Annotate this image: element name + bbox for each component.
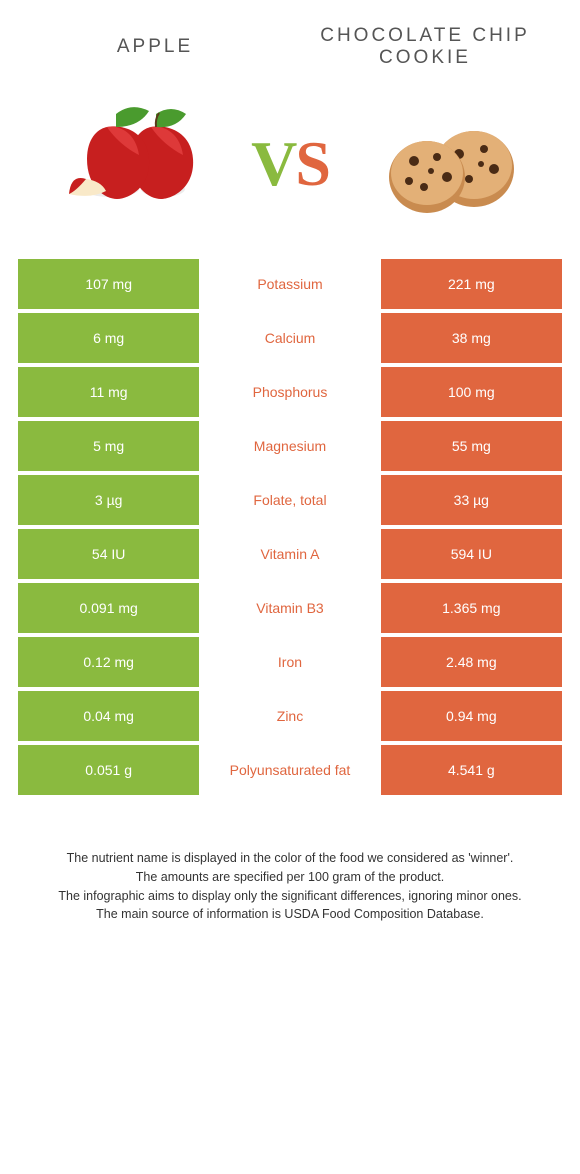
table-row: 0.12 mgIron2.48 mg [18,637,562,687]
nutrient-label: Zinc [199,691,380,741]
right-value: 2.48 mg [381,637,562,687]
footer-line: The nutrient name is displayed in the co… [30,849,550,868]
table-row: 3 µgFolate, total33 µg [18,475,562,525]
table-row: 107 mgPotassium221 mg [18,259,562,309]
left-value: 6 mg [18,313,199,363]
nutrient-label: Polyunsaturated fat [199,745,380,795]
nutrient-label: Iron [199,637,380,687]
table-row: 5 mgMagnesium55 mg [18,421,562,471]
header-left: APPLE [20,36,290,58]
left-value: 5 mg [18,421,199,471]
nutrient-label: Potassium [199,259,380,309]
left-value: 0.051 g [18,745,199,795]
right-value: 55 mg [381,421,562,471]
right-food-title: CHOCOLATE CHIP COOKIE [290,25,560,69]
table-row: 0.091 mgVitamin B31.365 mg [18,583,562,633]
left-value: 54 IU [18,529,199,579]
left-value: 0.12 mg [18,637,199,687]
vs-label: VS [251,127,329,201]
left-food-image [20,99,241,229]
table-row: 0.04 mgZinc0.94 mg [18,691,562,741]
right-value: 38 mg [381,313,562,363]
table-row: 11 mgPhosphorus100 mg [18,367,562,417]
nutrient-label: Folate, total [199,475,380,525]
nutrient-label: Phosphorus [199,367,380,417]
nutrient-label: Vitamin A [199,529,380,579]
footer-line: The infographic aims to display only the… [30,887,550,906]
right-value: 100 mg [381,367,562,417]
header: APPLE CHOCOLATE CHIP COOKIE [0,0,580,79]
left-value: 107 mg [18,259,199,309]
right-value: 33 µg [381,475,562,525]
footer-line: The amounts are specified per 100 gram o… [30,868,550,887]
right-value: 0.94 mg [381,691,562,741]
nutrient-label: Vitamin B3 [199,583,380,633]
cookie-icon [369,99,529,229]
nutrient-label: Magnesium [199,421,380,471]
apple-icon [51,99,211,229]
left-value: 0.04 mg [18,691,199,741]
left-value: 0.091 mg [18,583,199,633]
right-value: 4.541 g [381,745,562,795]
right-food-image [339,99,560,229]
right-value: 594 IU [381,529,562,579]
left-value: 11 mg [18,367,199,417]
hero-row: VS [0,79,580,259]
right-value: 221 mg [381,259,562,309]
nutrient-table: 107 mgPotassium221 mg6 mgCalcium38 mg11 … [0,259,580,795]
table-row: 6 mgCalcium38 mg [18,313,562,363]
header-right: CHOCOLATE CHIP COOKIE [290,25,560,69]
left-value: 3 µg [18,475,199,525]
right-value: 1.365 mg [381,583,562,633]
nutrient-label: Calcium [199,313,380,363]
table-row: 0.051 gPolyunsaturated fat4.541 g [18,745,562,795]
footer-notes: The nutrient name is displayed in the co… [0,799,580,954]
left-food-title: APPLE [20,36,290,58]
footer-line: The main source of information is USDA F… [30,905,550,924]
table-row: 54 IUVitamin A594 IU [18,529,562,579]
